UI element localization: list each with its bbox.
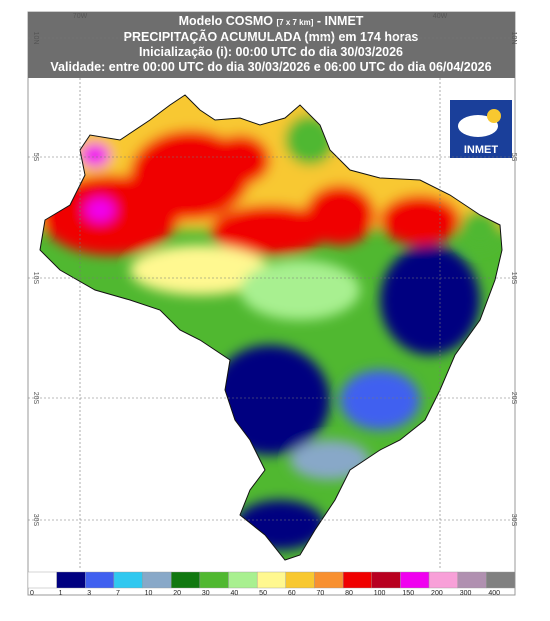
color-swatch bbox=[199, 571, 229, 589]
title-line-2: PRECIPITAÇÃO ACUMULADA (mm) em 174 horas bbox=[124, 29, 419, 44]
title-resolution: [7 x 7 km] bbox=[277, 18, 314, 27]
color-swatch bbox=[285, 571, 315, 589]
lat-label: 30S bbox=[510, 514, 517, 527]
colorbar-label: 40 bbox=[231, 590, 239, 597]
colorbar-label: 30 bbox=[202, 590, 210, 597]
color-swatch bbox=[113, 571, 143, 589]
title-model: Modelo COSMO bbox=[179, 14, 274, 28]
color-swatch bbox=[85, 571, 115, 589]
color-swatch bbox=[400, 571, 430, 589]
colorbar-label: 150 bbox=[402, 590, 414, 597]
color-swatch bbox=[228, 571, 258, 589]
title-line-1: Modelo COSMO [7 x 7 km] - INMET bbox=[179, 14, 364, 28]
lat-label: 20S bbox=[510, 392, 517, 405]
title-source: - INMET bbox=[317, 14, 364, 28]
colorbar-label: 60 bbox=[288, 590, 296, 597]
colorbar-label: 400 bbox=[488, 590, 500, 597]
logo-cloud bbox=[458, 115, 498, 137]
colorbar-label: 70 bbox=[316, 590, 324, 597]
colorbar-label: 300 bbox=[460, 590, 472, 597]
color-swatch bbox=[342, 571, 372, 589]
color-swatch bbox=[314, 571, 344, 589]
colorbar-label: 50 bbox=[259, 590, 267, 597]
lat-label: 10S bbox=[32, 272, 39, 285]
lon-label: 40W bbox=[433, 13, 448, 20]
lat-label: 5S bbox=[32, 153, 39, 162]
color-swatch bbox=[256, 571, 287, 589]
lat-label: 10N bbox=[32, 32, 39, 45]
lon-label: 70W bbox=[73, 13, 88, 20]
colorbar-label: 200 bbox=[431, 590, 443, 597]
colorbar-label: 100 bbox=[374, 590, 386, 597]
color-swatch bbox=[27, 571, 57, 589]
lat-label: 30S bbox=[32, 514, 39, 527]
color-swatch bbox=[457, 571, 487, 589]
color-swatch bbox=[428, 571, 458, 589]
lat-label: 10S bbox=[510, 272, 517, 285]
title-line-4: Validade: entre 00:00 UTC do dia 30/03/2… bbox=[50, 60, 491, 74]
color-swatch bbox=[142, 571, 172, 589]
color-swatch bbox=[56, 571, 86, 589]
header-band bbox=[28, 12, 515, 78]
colorbar-label: 3 bbox=[87, 590, 91, 597]
colorbar-label: 10 bbox=[145, 590, 153, 597]
colorbar-label: 7 bbox=[116, 590, 120, 597]
colorbar-label: 20 bbox=[173, 590, 181, 597]
colorbar-label: 80 bbox=[345, 590, 353, 597]
color-swatch bbox=[371, 571, 401, 589]
colorbar-label: 1 bbox=[59, 590, 63, 597]
colorbar-label: 0 bbox=[30, 590, 34, 597]
logo-text: INMET bbox=[464, 144, 499, 156]
lat-label: 5S bbox=[510, 153, 517, 162]
lat-label: 10N bbox=[510, 32, 517, 45]
color-swatch bbox=[486, 571, 516, 589]
lat-label: 20S bbox=[32, 392, 39, 405]
title-line-3: Inicialização (i): 00:00 UTC do dia 30/0… bbox=[139, 45, 403, 59]
color-swatch bbox=[171, 571, 201, 589]
logo-sun bbox=[487, 109, 501, 123]
